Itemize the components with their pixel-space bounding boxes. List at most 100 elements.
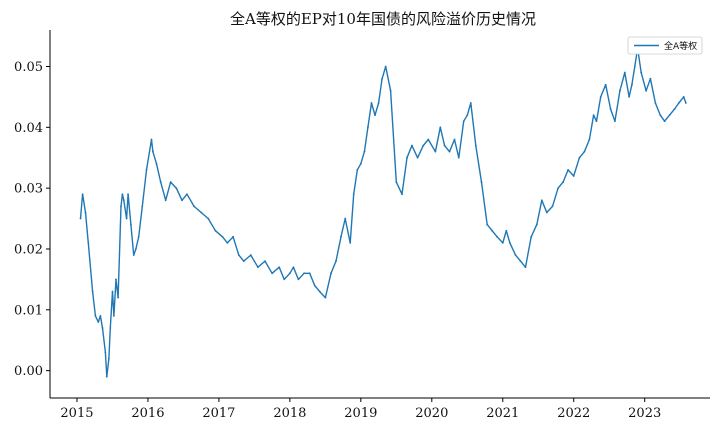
data-point: [462, 120, 465, 123]
data-point: [237, 254, 240, 256]
data-point: [443, 144, 446, 147]
x-tick-label: 2021: [486, 406, 519, 421]
chart-title: 全A等权的EP对10年国债的风险溢价历史情况: [230, 10, 536, 28]
data-point: [186, 193, 188, 196]
data-point: [422, 144, 425, 147]
data-point: [232, 235, 234, 238]
data-point: [121, 193, 124, 196]
data-point: [87, 241, 90, 244]
data-point: [457, 156, 460, 159]
data-point: [416, 156, 419, 159]
data-point: [308, 272, 311, 275]
x-tick-label: 2016: [131, 406, 164, 421]
axes: 0.00 0.01 0.02 0.03 0.04 0.05 2015 2016 2017 2018…: [14, 30, 710, 421]
data-point: [242, 260, 245, 263]
data-point: [214, 229, 217, 232]
data-point: [159, 181, 162, 183]
data-point: [264, 260, 266, 263]
data-point: [340, 235, 342, 238]
data-point: [491, 229, 494, 232]
data-point: [105, 375, 108, 378]
x-tick-label: 2020: [415, 406, 448, 421]
y-tick-label: 0.00: [14, 364, 43, 379]
data-point: [221, 235, 224, 238]
x-tick-label: 2022: [557, 406, 590, 421]
data-point: [112, 314, 115, 317]
data-point: [200, 211, 203, 214]
x-tick-label: 2019: [344, 406, 377, 421]
data-point: [109, 327, 112, 329]
data-point: [623, 71, 626, 74]
data-point: [377, 102, 380, 104]
data-point: [508, 241, 511, 244]
data-point: [141, 205, 144, 208]
data-point: [152, 150, 154, 153]
legend: 全A等权: [627, 36, 703, 55]
data-point: [668, 114, 671, 117]
data-point: [557, 187, 560, 190]
data-point: [618, 89, 621, 92]
data-point: [181, 199, 183, 202]
data-point: [169, 181, 172, 183]
legend-label: 全A等权: [664, 40, 697, 52]
data-point: [278, 266, 281, 269]
data-point: [501, 241, 504, 244]
data-point: [645, 89, 648, 92]
data-point: [562, 181, 564, 183]
data-point: [132, 254, 135, 256]
data-point: [97, 321, 100, 323]
data-point: [84, 211, 87, 214]
data-point: [318, 290, 321, 293]
data-point: [155, 162, 158, 165]
data-point: [631, 83, 633, 86]
data-point: [115, 278, 117, 281]
data-point: [682, 96, 685, 98]
data-point: [297, 278, 300, 281]
data-point: [578, 156, 581, 159]
data-point: [640, 71, 643, 74]
data-point: [207, 217, 210, 220]
data-point: [406, 156, 408, 159]
data-point: [335, 260, 337, 263]
data-point: [588, 138, 591, 141]
data-point: [150, 138, 153, 141]
data-point: [439, 126, 442, 129]
data-point: [134, 248, 137, 250]
data-point: [324, 296, 327, 299]
data-point: [283, 278, 286, 281]
data-point: [663, 120, 666, 123]
data-point: [359, 162, 362, 165]
data-point: [654, 102, 657, 104]
data-point: [551, 205, 554, 208]
data-point: [649, 77, 652, 80]
data-point: [474, 144, 477, 147]
data-point: [292, 266, 295, 269]
data-point: [175, 187, 178, 190]
data-point: [79, 217, 82, 220]
data-point: [540, 199, 543, 202]
data-point: [91, 290, 94, 293]
data-point: [370, 102, 373, 104]
data-point: [127, 193, 129, 196]
data-point: [125, 217, 128, 220]
data-point: [349, 241, 352, 244]
data-point: [530, 235, 533, 238]
data-point: [673, 108, 676, 110]
data-point: [524, 266, 527, 269]
data-point: [226, 241, 229, 244]
y-tick-label: 0.02: [14, 242, 43, 257]
y-tick-label: 0.05: [14, 60, 43, 75]
data-point: [519, 260, 522, 263]
x-tick-label: 2017: [202, 406, 235, 421]
data-point: [117, 296, 120, 299]
data-point: [137, 235, 140, 238]
y-tick-label: 0.04: [14, 121, 43, 136]
data-point: [599, 96, 602, 98]
data-point: [659, 114, 662, 117]
y-tick-label: 0.03: [14, 182, 43, 197]
data-point: [583, 150, 586, 153]
data-point: [108, 357, 110, 360]
data-point: [514, 254, 517, 256]
data-point: [633, 65, 636, 68]
